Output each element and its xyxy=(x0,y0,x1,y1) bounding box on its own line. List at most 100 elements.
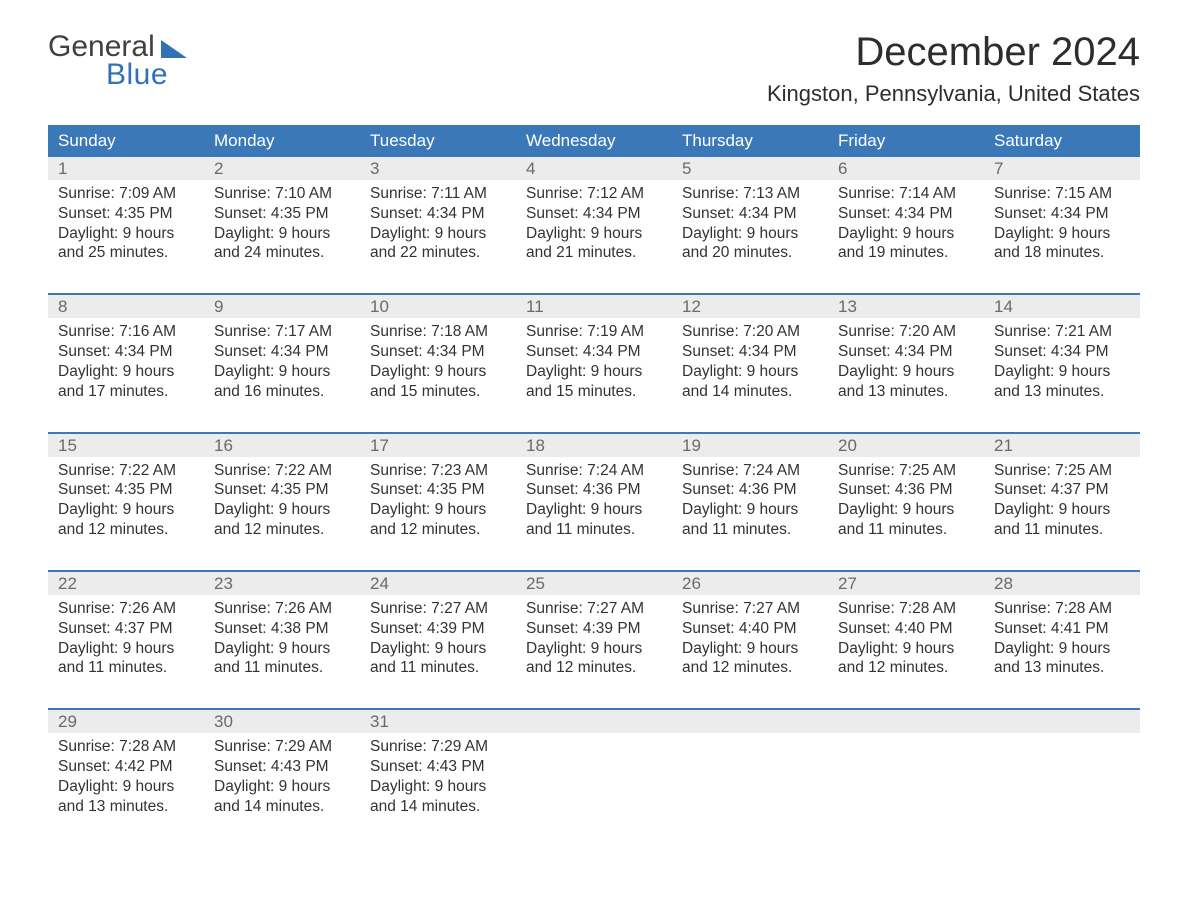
daylight-line-1: Daylight: 9 hours xyxy=(214,224,350,244)
daylight-line-1: Daylight: 9 hours xyxy=(994,362,1130,382)
daylight-line-1: Daylight: 9 hours xyxy=(526,639,662,659)
daylight-line-1: Daylight: 9 hours xyxy=(370,639,506,659)
daylight-line-1: Daylight: 9 hours xyxy=(370,362,506,382)
weekday-header-cell: Thursday xyxy=(672,125,828,157)
daylight-line-1: Daylight: 9 hours xyxy=(526,362,662,382)
daylight-line-2: and 13 minutes. xyxy=(58,797,194,817)
sunrise-line: Sunrise: 7:22 AM xyxy=(214,461,350,481)
day-number: 7 xyxy=(984,157,1140,180)
day-number: 25 xyxy=(516,572,672,595)
calendar-day-cell: 5Sunrise: 7:13 AMSunset: 4:34 PMDaylight… xyxy=(672,157,828,281)
sunset-line: Sunset: 4:34 PM xyxy=(58,342,194,362)
sunrise-line: Sunrise: 7:26 AM xyxy=(214,599,350,619)
daylight-line-2: and 25 minutes. xyxy=(58,243,194,263)
calendar-weeks: 1Sunrise: 7:09 AMSunset: 4:35 PMDaylight… xyxy=(48,157,1140,835)
sunrise-line: Sunrise: 7:19 AM xyxy=(526,322,662,342)
day-number-empty xyxy=(984,710,1140,733)
day-number: 12 xyxy=(672,295,828,318)
sunrise-line: Sunrise: 7:09 AM xyxy=(58,184,194,204)
daylight-line-2: and 12 minutes. xyxy=(370,520,506,540)
day-number: 18 xyxy=(516,434,672,457)
sunrise-line: Sunrise: 7:24 AM xyxy=(682,461,818,481)
calendar-day-cell: 27Sunrise: 7:28 AMSunset: 4:40 PMDayligh… xyxy=(828,572,984,696)
sunrise-line: Sunrise: 7:13 AM xyxy=(682,184,818,204)
daylight-line-2: and 22 minutes. xyxy=(370,243,506,263)
sunset-line: Sunset: 4:41 PM xyxy=(994,619,1130,639)
sunset-line: Sunset: 4:34 PM xyxy=(994,342,1130,362)
daylight-line-2: and 11 minutes. xyxy=(526,520,662,540)
sunset-line: Sunset: 4:34 PM xyxy=(214,342,350,362)
daylight-line-2: and 16 minutes. xyxy=(214,382,350,402)
sunset-line: Sunset: 4:35 PM xyxy=(214,204,350,224)
daylight-line-1: Daylight: 9 hours xyxy=(994,500,1130,520)
weekday-header-cell: Sunday xyxy=(48,125,204,157)
daylight-line-2: and 15 minutes. xyxy=(370,382,506,402)
sunrise-line: Sunrise: 7:22 AM xyxy=(58,461,194,481)
calendar-day-cell: 7Sunrise: 7:15 AMSunset: 4:34 PMDaylight… xyxy=(984,157,1140,281)
calendar-day-cell: 24Sunrise: 7:27 AMSunset: 4:39 PMDayligh… xyxy=(360,572,516,696)
daylight-line-2: and 15 minutes. xyxy=(526,382,662,402)
day-number: 6 xyxy=(828,157,984,180)
sunrise-line: Sunrise: 7:25 AM xyxy=(994,461,1130,481)
sunrise-line: Sunrise: 7:24 AM xyxy=(526,461,662,481)
day-number-empty xyxy=(516,710,672,733)
sunrise-line: Sunrise: 7:21 AM xyxy=(994,322,1130,342)
daylight-line-1: Daylight: 9 hours xyxy=(994,224,1130,244)
sunset-line: Sunset: 4:40 PM xyxy=(838,619,974,639)
calendar-day-cell: 31Sunrise: 7:29 AMSunset: 4:43 PMDayligh… xyxy=(360,710,516,834)
daylight-line-2: and 20 minutes. xyxy=(682,243,818,263)
daylight-line-1: Daylight: 9 hours xyxy=(58,500,194,520)
calendar-day-cell: 13Sunrise: 7:20 AMSunset: 4:34 PMDayligh… xyxy=(828,295,984,419)
calendar-day-cell: 15Sunrise: 7:22 AMSunset: 4:35 PMDayligh… xyxy=(48,434,204,558)
daylight-line-2: and 11 minutes. xyxy=(370,658,506,678)
sunrise-line: Sunrise: 7:16 AM xyxy=(58,322,194,342)
weekday-header-cell: Saturday xyxy=(984,125,1140,157)
sunrise-line: Sunrise: 7:17 AM xyxy=(214,322,350,342)
day-number: 11 xyxy=(516,295,672,318)
calendar-day-cell: 30Sunrise: 7:29 AMSunset: 4:43 PMDayligh… xyxy=(204,710,360,834)
day-number: 1 xyxy=(48,157,204,180)
sunrise-line: Sunrise: 7:26 AM xyxy=(58,599,194,619)
daylight-line-1: Daylight: 9 hours xyxy=(838,362,974,382)
daylight-line-1: Daylight: 9 hours xyxy=(994,639,1130,659)
daylight-line-2: and 11 minutes. xyxy=(214,658,350,678)
calendar-day-cell: 26Sunrise: 7:27 AMSunset: 4:40 PMDayligh… xyxy=(672,572,828,696)
sunset-line: Sunset: 4:35 PM xyxy=(58,480,194,500)
daylight-line-1: Daylight: 9 hours xyxy=(682,362,818,382)
daylight-line-1: Daylight: 9 hours xyxy=(838,639,974,659)
daylight-line-2: and 12 minutes. xyxy=(682,658,818,678)
day-number-empty xyxy=(828,710,984,733)
weekday-header-cell: Tuesday xyxy=(360,125,516,157)
day-number: 30 xyxy=(204,710,360,733)
calendar-day-cell xyxy=(984,710,1140,834)
day-number: 3 xyxy=(360,157,516,180)
calendar-day-cell: 25Sunrise: 7:27 AMSunset: 4:39 PMDayligh… xyxy=(516,572,672,696)
calendar-day-cell: 8Sunrise: 7:16 AMSunset: 4:34 PMDaylight… xyxy=(48,295,204,419)
sunset-line: Sunset: 4:36 PM xyxy=(838,480,974,500)
calendar-week-row: 22Sunrise: 7:26 AMSunset: 4:37 PMDayligh… xyxy=(48,570,1140,696)
title-block: December 2024 Kingston, Pennsylvania, Un… xyxy=(767,30,1140,107)
day-number: 31 xyxy=(360,710,516,733)
sunrise-line: Sunrise: 7:28 AM xyxy=(994,599,1130,619)
daylight-line-2: and 21 minutes. xyxy=(526,243,662,263)
daylight-line-2: and 12 minutes. xyxy=(838,658,974,678)
daylight-line-2: and 24 minutes. xyxy=(214,243,350,263)
day-number: 19 xyxy=(672,434,828,457)
calendar-day-cell: 22Sunrise: 7:26 AMSunset: 4:37 PMDayligh… xyxy=(48,572,204,696)
day-number: 27 xyxy=(828,572,984,595)
calendar-day-cell: 3Sunrise: 7:11 AMSunset: 4:34 PMDaylight… xyxy=(360,157,516,281)
daylight-line-1: Daylight: 9 hours xyxy=(682,639,818,659)
daylight-line-1: Daylight: 9 hours xyxy=(214,500,350,520)
sunrise-line: Sunrise: 7:20 AM xyxy=(838,322,974,342)
daylight-line-1: Daylight: 9 hours xyxy=(370,777,506,797)
daylight-line-2: and 18 minutes. xyxy=(994,243,1130,263)
sunrise-line: Sunrise: 7:27 AM xyxy=(682,599,818,619)
calendar-day-cell: 2Sunrise: 7:10 AMSunset: 4:35 PMDaylight… xyxy=(204,157,360,281)
daylight-line-1: Daylight: 9 hours xyxy=(526,224,662,244)
daylight-line-1: Daylight: 9 hours xyxy=(370,224,506,244)
sunset-line: Sunset: 4:34 PM xyxy=(994,204,1130,224)
daylight-line-2: and 12 minutes. xyxy=(214,520,350,540)
daylight-line-1: Daylight: 9 hours xyxy=(838,224,974,244)
sunset-line: Sunset: 4:36 PM xyxy=(526,480,662,500)
daylight-line-1: Daylight: 9 hours xyxy=(682,500,818,520)
